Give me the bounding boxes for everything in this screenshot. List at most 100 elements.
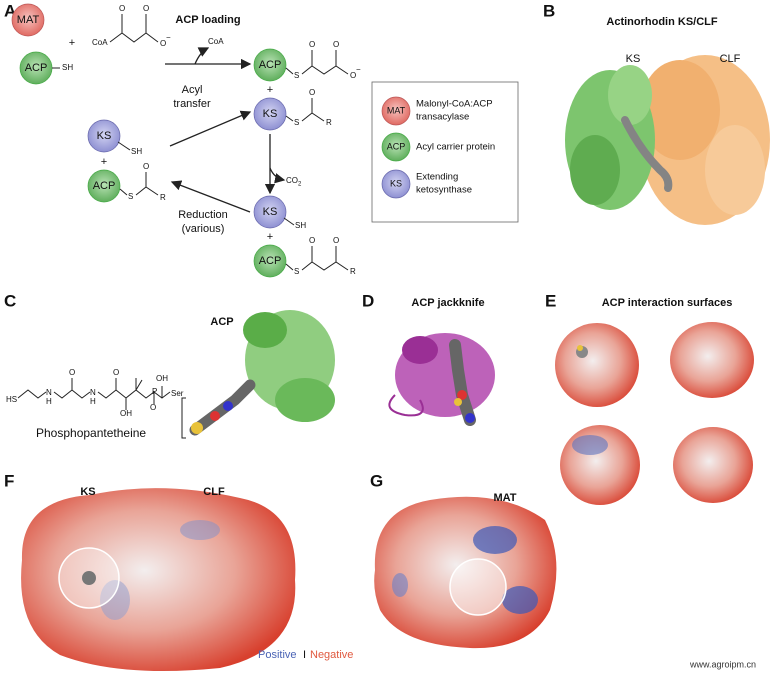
surface-label: KS: [80, 486, 95, 498]
panel-label: F: [4, 471, 14, 490]
atom: −: [166, 33, 171, 42]
step-label: Reduction: [178, 209, 228, 221]
atom: O: [309, 88, 315, 97]
panel-title: ACP loading: [175, 14, 240, 26]
atom: O: [350, 71, 356, 80]
acp-circle: ACP: [253, 244, 287, 278]
atom: O: [143, 162, 149, 171]
panel-label: G: [370, 471, 383, 490]
surface: [21, 488, 296, 672]
legend-item: ACP Acyl carrier protein: [381, 132, 495, 162]
panel-label: D: [362, 291, 374, 310]
panel-label: B: [543, 1, 555, 20]
subscript: 2: [298, 182, 302, 188]
atom: R: [350, 267, 356, 276]
protein-ribbon: [565, 55, 770, 225]
atom: CO: [286, 176, 298, 185]
panel-title: Actinorhodin KS/CLF: [606, 16, 717, 28]
surface: [374, 496, 557, 649]
atom: O: [113, 368, 119, 377]
legend-item: KS Extending ketosynthase: [381, 169, 472, 199]
atom: O: [160, 39, 166, 48]
step-label: (various): [182, 223, 225, 235]
ks-circle: KS: [253, 195, 287, 229]
atom: H: [90, 397, 96, 406]
ks-circle: KS: [87, 119, 121, 153]
protein-ribbon: [189, 310, 335, 436]
atom: S: [294, 118, 299, 127]
scale-positive: Positive: [258, 649, 297, 661]
atom: S: [294, 267, 299, 276]
circle-label: KS: [97, 130, 112, 142]
atom: S: [294, 71, 299, 80]
atom: CoA: [92, 38, 108, 47]
atom: O: [333, 236, 339, 245]
bracket: [181, 397, 186, 439]
legend-label: Malonyl-CoA:ACP: [416, 99, 493, 110]
legend-abbr: ACP: [387, 141, 406, 151]
acp-circle: ACP: [253, 48, 287, 82]
circle-label: ACP: [259, 59, 282, 71]
atom: R: [326, 118, 332, 127]
legend-label: Extending: [416, 172, 458, 183]
panel-label: E: [545, 291, 556, 310]
plus: +: [267, 84, 273, 96]
panel-label: C: [4, 291, 16, 310]
atom: −: [356, 65, 361, 74]
scale-separator: I: [303, 649, 306, 661]
atom: SH: [295, 221, 306, 230]
atom: N: [90, 388, 96, 397]
atom: S: [128, 192, 133, 201]
legend-abbr: MAT: [387, 105, 406, 115]
atom: SH: [62, 63, 73, 72]
protein-label: KS: [626, 53, 641, 65]
circle-label: ACP: [259, 255, 282, 267]
circle-label: KS: [263, 206, 278, 218]
atom: O: [333, 40, 339, 49]
step-label: transfer: [173, 98, 211, 110]
atom: O: [119, 4, 125, 13]
acp-circle: ACP: [87, 169, 121, 203]
mat-circle: MAT: [11, 3, 45, 37]
atom: H: [46, 397, 52, 406]
legend-label: transacylase: [416, 112, 469, 123]
atom: OH: [120, 409, 132, 418]
plus: +: [267, 231, 273, 243]
circle-label: ACP: [93, 180, 116, 192]
panel-title: ACP interaction surfaces: [602, 297, 733, 309]
atom: O: [150, 403, 156, 412]
ks-circle: KS: [253, 97, 287, 131]
surface-label: CLF: [203, 486, 225, 498]
plus: +: [69, 37, 75, 49]
atom: R: [160, 193, 166, 202]
atom: O: [143, 4, 149, 13]
atom: CoA: [208, 37, 224, 46]
step-label: Acyl: [182, 84, 203, 96]
molecule-name: Phosphopantetheine: [36, 426, 146, 440]
legend-abbr: KS: [390, 178, 402, 188]
atom: Ser: [171, 389, 184, 398]
molecule: HS N H O N H O OH P OH O Ser: [6, 368, 184, 418]
legend-label: Acyl carrier protein: [416, 142, 495, 153]
circle-label: MAT: [17, 14, 40, 26]
atom: P: [152, 387, 157, 396]
circle-label: KS: [263, 108, 278, 120]
acp-circle: ACP: [19, 51, 53, 85]
legend-label: ketosynthase: [416, 185, 472, 196]
surface: [555, 322, 754, 505]
atom: SH: [131, 147, 142, 156]
atom: HS: [6, 395, 17, 404]
panel-title: ACP: [210, 316, 233, 328]
circle-label: ACP: [25, 62, 48, 74]
legend-item: MAT Malonyl-CoA:ACP transacylase: [381, 96, 493, 126]
panel-title: ACP jackknife: [411, 297, 484, 309]
watermark: www.agroipm.cn: [689, 659, 756, 669]
surface-label: MAT: [493, 492, 516, 504]
scale-negative: Negative: [310, 649, 353, 661]
plus: +: [101, 156, 107, 168]
protein-ribbon: [388, 333, 495, 426]
atom: O: [69, 368, 75, 377]
atom: O: [309, 40, 315, 49]
atom: OH: [156, 374, 168, 383]
